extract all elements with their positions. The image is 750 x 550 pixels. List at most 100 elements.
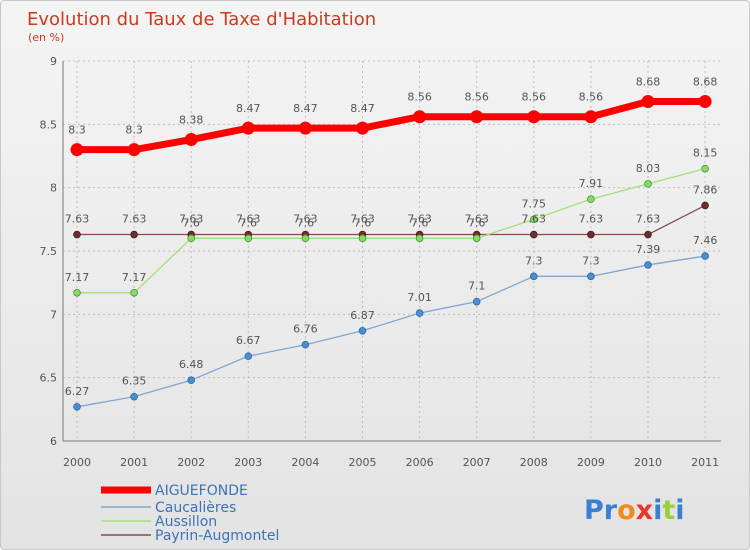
legend: AIGUEFONDECaucalièresAussillonPayrin-Aug… (101, 483, 279, 544)
data-point (70, 143, 84, 157)
data-label: 6.48 (179, 358, 204, 371)
x-tick-label: 2000 (63, 456, 91, 469)
logo-letter: o (617, 495, 636, 526)
data-label: 7.6 (182, 216, 200, 229)
axes: 6 6.5 7 7.5 8 8.5 9 2000 2001 2002 2003 2004 2005 200… (40, 55, 721, 469)
data-label: 7.63 (579, 213, 604, 226)
data-point (701, 201, 709, 210)
legend-label: AIGUEFONDE (155, 483, 248, 499)
data-point (241, 121, 255, 135)
data-point (73, 402, 81, 411)
x-tick-label: 2002 (177, 456, 205, 469)
data-point (415, 234, 424, 243)
data-label: 7.63 (636, 213, 661, 226)
data-point (701, 252, 709, 260)
data-label: 7.86 (693, 183, 718, 196)
data-point (415, 309, 424, 317)
data-point (244, 234, 253, 243)
data-point (587, 272, 595, 281)
logo-letter: x (636, 495, 653, 526)
data-point (644, 180, 652, 188)
data-point (641, 95, 655, 109)
data-label: 8.56 (579, 91, 604, 104)
data-label: 8.47 (293, 102, 318, 115)
data-label: 6.87 (350, 309, 375, 322)
data-label: 7.63 (407, 213, 432, 226)
data-point (472, 297, 481, 306)
data-point (470, 110, 484, 124)
chart-subtitle: (en %) (28, 31, 64, 44)
data-point (130, 392, 138, 401)
y-tick-label: 8 (50, 182, 57, 195)
data-label: 8.56 (407, 91, 432, 104)
data-label: 7.3 (582, 254, 600, 267)
data-label: 7.63 (122, 213, 147, 226)
legend-label: Aussillon (155, 514, 217, 530)
data-point (587, 230, 595, 239)
data-label: 7.91 (579, 177, 604, 190)
data-label: 6.27 (65, 385, 90, 398)
data-label: 8.68 (693, 76, 718, 89)
x-tick-label: 2006 (406, 456, 434, 469)
data-point (529, 215, 538, 224)
data-point (529, 230, 538, 239)
series-line (77, 168, 706, 294)
data-label: 8.3 (68, 124, 86, 137)
logo-letter: Pr (584, 495, 618, 526)
data-point (584, 110, 598, 124)
data-point (301, 340, 310, 349)
data-point (356, 121, 369, 135)
series-3 (73, 201, 709, 239)
data-point (244, 352, 253, 360)
x-tick-label: 2003 (234, 456, 262, 469)
proxiti-logo: Proxiti (584, 495, 685, 526)
data-label: 8.47 (350, 102, 375, 115)
data-point (73, 288, 81, 297)
logo-letter: i (675, 495, 684, 526)
data-label: 8.56 (522, 91, 547, 104)
data-point (130, 230, 138, 239)
legend-label: Caucalières (155, 500, 236, 516)
data-label: 7.63 (179, 213, 204, 226)
data-point (527, 110, 541, 124)
series-1 (73, 252, 709, 411)
data-point (73, 230, 81, 239)
data-label: 8.38 (179, 114, 204, 127)
data-label: 7.01 (407, 291, 432, 304)
y-tick-label: 6.5 (40, 372, 58, 385)
data-point (587, 195, 595, 203)
data-label: 7.39 (636, 243, 661, 256)
data-point (413, 110, 427, 124)
y-tick-label: 9 (50, 55, 57, 68)
data-label: 7.63 (522, 213, 547, 226)
data-label: 7.75 (522, 197, 547, 210)
y-tick-label: 8.5 (40, 118, 58, 131)
x-tick-label: 2010 (634, 456, 662, 469)
x-tick-label: 2011 (691, 456, 719, 469)
grid (63, 60, 721, 442)
data-label: 7.63 (236, 213, 261, 226)
data-label: 7.63 (293, 213, 318, 226)
data-point (529, 272, 538, 281)
data-label: 7.63 (464, 213, 489, 226)
data-point (701, 164, 709, 173)
data-label: 7.63 (65, 213, 90, 226)
data-label: 7.6 (297, 216, 315, 229)
data-label: 7.6 (468, 216, 486, 229)
logo-letter: i (653, 495, 662, 526)
data-point (698, 95, 712, 109)
data-point (472, 234, 481, 243)
x-tick-label: 2001 (120, 456, 148, 469)
series-line (77, 204, 706, 236)
series-line (76, 255, 706, 408)
logo-letter: t (662, 495, 675, 526)
y-tick-label: 7.5 (40, 245, 58, 258)
data-label: 8.56 (464, 91, 489, 104)
data-label: 8.68 (636, 76, 661, 89)
data-label: 8.47 (236, 102, 261, 115)
data-label: 7.17 (65, 271, 90, 284)
data-label: 8.03 (636, 162, 661, 175)
data-label: 6.35 (122, 375, 147, 388)
